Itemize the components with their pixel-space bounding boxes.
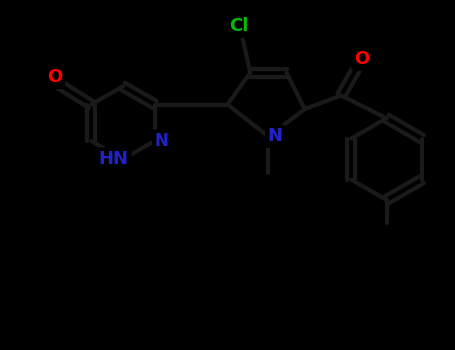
Text: O: O [47,68,62,86]
Text: HN: HN [99,150,129,168]
Text: O: O [354,50,369,68]
Text: N: N [268,127,283,145]
Text: N: N [155,132,168,150]
Text: Cl: Cl [229,18,248,35]
